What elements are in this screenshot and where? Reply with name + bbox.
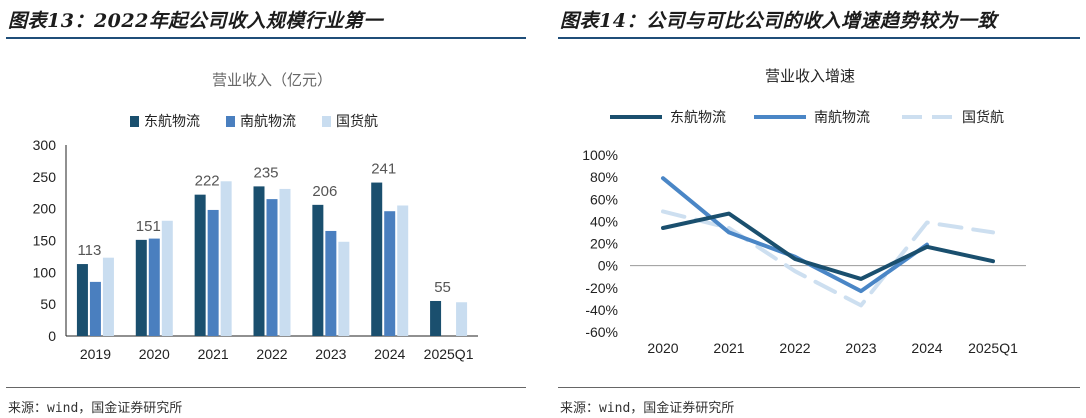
data-label-2023: 206 bbox=[312, 183, 337, 200]
bar-东航物流-2019 bbox=[76, 264, 88, 336]
bar-东航物流-2020 bbox=[135, 239, 147, 336]
legend-label-1: 南航物流 bbox=[814, 109, 870, 125]
x-tick-label-1: 2021 bbox=[713, 340, 744, 356]
bar-国货航-2019 bbox=[102, 257, 114, 336]
bar-chart-title: 营业收入（亿元） bbox=[212, 72, 332, 89]
y-tick-label-3: 150 bbox=[33, 233, 57, 249]
legend-swatch-2 bbox=[322, 116, 331, 127]
bar-国货航-2022 bbox=[279, 188, 291, 336]
y-tick-label-3: 0% bbox=[598, 258, 618, 274]
bar-南航物流-2021 bbox=[207, 209, 219, 336]
x-tick-label-6: 2025Q1 bbox=[424, 346, 474, 362]
x-tick-label-5: 2025Q1 bbox=[968, 340, 1018, 356]
y-tick-label-5: 250 bbox=[33, 169, 57, 185]
right-title-rule bbox=[558, 37, 1080, 39]
series-line-东航物流 bbox=[661, 211, 995, 281]
data-label-2024: 241 bbox=[371, 161, 396, 178]
bar-南航物流-2019 bbox=[89, 281, 101, 336]
x-tick-label-3: 2023 bbox=[845, 340, 876, 356]
y-tick-label-5: 40% bbox=[590, 213, 618, 229]
y-tick-label-0: -60% bbox=[585, 324, 618, 340]
legend-label-0: 东航物流 bbox=[670, 109, 726, 125]
bar-国货航-2025Q1 bbox=[456, 302, 468, 336]
bar-东航物流-2025Q1 bbox=[430, 300, 442, 336]
y-tick-label-0: 0 bbox=[48, 328, 56, 344]
legend-label-0: 东航物流 bbox=[144, 113, 200, 129]
legend-label-2: 国货航 bbox=[962, 109, 1004, 125]
y-tick-label-1: -40% bbox=[585, 302, 618, 318]
left-title-rule bbox=[6, 37, 526, 39]
x-tick-label-2: 2022 bbox=[779, 340, 810, 356]
x-tick-label-4: 2024 bbox=[911, 340, 942, 356]
bar-国货航-2024 bbox=[397, 205, 409, 336]
x-tick-label-4: 2023 bbox=[315, 346, 346, 362]
left-figure-title: 图表13：2022年起公司收入规模行业第一 bbox=[8, 10, 383, 32]
data-label-2021: 222 bbox=[195, 173, 220, 190]
data-label-2022: 235 bbox=[253, 164, 278, 181]
y-tick-label-8: 100% bbox=[582, 147, 618, 163]
x-tick-label-0: 2020 bbox=[647, 340, 678, 356]
x-tick-label-3: 2022 bbox=[256, 346, 287, 362]
line-chart-title: 营业收入增速 bbox=[765, 68, 855, 85]
y-tick-label-6: 60% bbox=[590, 191, 618, 207]
bar-东航物流-2022 bbox=[253, 186, 265, 336]
bar-南航物流-2024 bbox=[384, 211, 396, 336]
bar-国货航-2021 bbox=[220, 181, 232, 336]
data-label-2020: 151 bbox=[136, 218, 161, 235]
bar-国货航-2020 bbox=[161, 220, 173, 336]
legend-label-2: 国货航 bbox=[336, 113, 378, 129]
series-line-国货航 bbox=[661, 209, 995, 308]
x-tick-label-1: 2020 bbox=[139, 346, 170, 362]
x-tick-label-0: 2019 bbox=[80, 346, 111, 362]
bar-东航物流-2023 bbox=[312, 204, 324, 336]
right-source-note: 来源：wind，国金证券研究所 bbox=[560, 401, 735, 416]
legend-label-1: 南航物流 bbox=[240, 113, 296, 129]
right-footer-rule bbox=[558, 387, 1080, 388]
y-tick-label-4: 20% bbox=[590, 236, 618, 252]
legend-swatch-1 bbox=[226, 116, 235, 127]
bar-南航物流-2023 bbox=[325, 230, 337, 336]
right-figure-title: 图表14：公司与可比公司的收入增速趋势较为一致 bbox=[560, 10, 997, 32]
legend-swatch-0 bbox=[130, 116, 139, 127]
x-tick-label-5: 2024 bbox=[374, 346, 405, 362]
bar-东航物流-2024 bbox=[371, 182, 383, 336]
bar-东航物流-2021 bbox=[194, 194, 206, 336]
y-tick-label-1: 50 bbox=[40, 296, 56, 312]
y-tick-label-2: 100 bbox=[33, 264, 57, 280]
y-tick-label-7: 80% bbox=[590, 169, 618, 185]
data-label-2019: 113 bbox=[77, 242, 101, 259]
y-tick-label-6: 300 bbox=[33, 137, 57, 153]
series-line-南航物流 bbox=[661, 176, 929, 294]
data-label-2025Q1: 55 bbox=[434, 279, 451, 296]
bar-南航物流-2022 bbox=[266, 199, 278, 336]
bar-国货航-2023 bbox=[338, 241, 350, 336]
y-tick-label-4: 200 bbox=[33, 201, 57, 217]
y-tick-label-2: -20% bbox=[585, 280, 618, 296]
revenue-bar-chart: 营业收入（亿元） 东航物流 南航物流 国货航 0 50 100 150 200 250 300 201… bbox=[33, 72, 478, 362]
left-source-note: 来源：wind，国金证券研究所 bbox=[8, 401, 183, 416]
bar-南航物流-2020 bbox=[148, 238, 160, 336]
x-tick-label-2: 2021 bbox=[198, 346, 229, 362]
left-footer-rule bbox=[6, 387, 526, 388]
